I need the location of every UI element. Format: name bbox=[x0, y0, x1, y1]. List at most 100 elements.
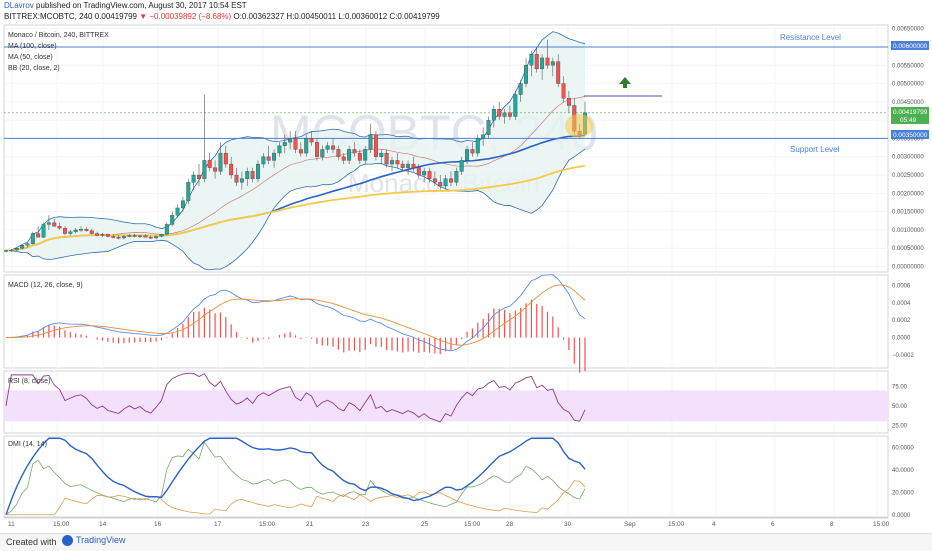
rsi-line bbox=[5, 372, 586, 423]
price-label-last: 0.00419799 05:49 bbox=[891, 107, 929, 124]
candle-body bbox=[30, 233, 35, 244]
candle-body bbox=[159, 234, 164, 237]
candle-body bbox=[84, 229, 89, 231]
y-tick-label: 0.00150000 bbox=[892, 210, 924, 216]
candle-body bbox=[4, 250, 8, 252]
macd-legend[interactable]: MACD (12, 26, close, 9) bbox=[8, 282, 83, 289]
x-tick-label: 15:00 bbox=[873, 521, 890, 528]
candle-body bbox=[406, 163, 411, 168]
candle-body bbox=[529, 54, 534, 66]
ma100-legend[interactable]: MA (100, close) bbox=[8, 43, 57, 50]
candle-body bbox=[390, 160, 394, 165]
y-tick-label: 0.00550000 bbox=[892, 63, 924, 69]
candle-body bbox=[143, 235, 148, 238]
candle-body bbox=[379, 152, 384, 157]
candle-body bbox=[491, 109, 496, 121]
y-tick-label: 0.00650000 bbox=[892, 27, 924, 33]
candle-body bbox=[127, 235, 132, 237]
dmi-legend[interactable]: DMI (14, 14) bbox=[8, 441, 47, 448]
candle-body bbox=[443, 178, 448, 187]
x-tick-label: 14 bbox=[99, 521, 107, 528]
candle-body bbox=[154, 236, 159, 239]
candle-body bbox=[202, 160, 207, 179]
price-pane[interactable] bbox=[4, 31, 888, 271]
chart-canvas[interactable]: MCOBTC, 240 Monaco / Bitcoin 1115:001416… bbox=[0, 0, 932, 533]
candle-body bbox=[502, 112, 507, 117]
tradingview-brand[interactable]: TradingView bbox=[62, 535, 126, 547]
candle-body bbox=[497, 109, 502, 117]
candle-body bbox=[100, 234, 105, 236]
candle-body bbox=[132, 235, 137, 237]
candle-body bbox=[368, 134, 373, 150]
change-text: −0.00039892 (−8.68%) bbox=[149, 12, 232, 21]
rsi-pane[interactable] bbox=[4, 372, 888, 423]
candle-body bbox=[384, 152, 389, 165]
candle-body bbox=[416, 167, 421, 176]
dmi-pane[interactable] bbox=[5, 437, 586, 516]
y-tick-label: 0.00050000 bbox=[892, 246, 924, 252]
symbol-text: BITTREX:MCOBTC, 240 bbox=[4, 12, 93, 21]
y-tick-label: 0.00250000 bbox=[892, 173, 924, 179]
candle-body bbox=[14, 248, 19, 251]
candle-body bbox=[475, 138, 480, 154]
candle-body bbox=[432, 178, 437, 183]
candle-body bbox=[459, 160, 464, 172]
price-label-support: 0.00350000 bbox=[891, 130, 929, 139]
candle-body bbox=[293, 138, 298, 150]
bb-lower-line bbox=[5, 148, 586, 271]
macd-pane[interactable] bbox=[5, 274, 586, 373]
candle-body bbox=[304, 138, 309, 154]
candle-body bbox=[454, 171, 459, 183]
candle-body bbox=[41, 224, 46, 238]
author-link[interactable]: DLavrov bbox=[4, 1, 34, 10]
candle-body bbox=[309, 138, 314, 143]
macd-tick-label: 0.0006 bbox=[892, 283, 911, 289]
candle-body bbox=[331, 145, 335, 150]
candle-body bbox=[266, 156, 271, 161]
candle-body bbox=[282, 141, 287, 146]
x-tick-label: 28 bbox=[506, 521, 514, 528]
candle-body bbox=[20, 245, 25, 249]
candle-body bbox=[52, 222, 57, 227]
candle-body bbox=[46, 222, 51, 225]
candle-body bbox=[111, 236, 116, 238]
candle-body bbox=[63, 227, 67, 234]
candle-body bbox=[148, 237, 153, 239]
bb-legend[interactable]: BB (20, close, 2) bbox=[8, 65, 60, 72]
x-tick-label: 17 bbox=[214, 521, 222, 528]
footer-bar: Created with TradingView bbox=[0, 533, 932, 551]
candle-body bbox=[36, 233, 41, 238]
candle-body bbox=[213, 167, 218, 172]
x-tick-label: 15:00 bbox=[53, 521, 70, 528]
dmi-tick-label: 40.0000 bbox=[892, 468, 914, 474]
resistance-annotation[interactable]: Resistance Level bbox=[780, 33, 841, 42]
candle-body bbox=[518, 83, 523, 95]
rsi-tick-label: 50.00 bbox=[892, 404, 908, 410]
pane-frame bbox=[3, 274, 889, 369]
candle-body bbox=[105, 234, 110, 237]
support-annotation[interactable]: Support Level bbox=[790, 145, 840, 154]
main-legend-title: Monaco / Bitcoin, 240, BITTREX bbox=[8, 32, 109, 39]
candle-body bbox=[357, 152, 362, 161]
candle-body bbox=[234, 174, 239, 183]
y-tick-label: 0.00350000 bbox=[892, 136, 924, 142]
candle-body bbox=[470, 149, 475, 154]
up-arrow-icon[interactable] bbox=[619, 77, 631, 88]
candle-body bbox=[272, 152, 277, 161]
x-tick-label: 21 bbox=[306, 521, 314, 528]
candle-body bbox=[95, 233, 100, 236]
rsi-legend[interactable]: RSI (8, close) bbox=[8, 378, 50, 385]
candle-body bbox=[341, 156, 346, 161]
x-tick-label: 4 bbox=[712, 521, 716, 528]
grid bbox=[3, 24, 889, 518]
candle-body bbox=[25, 243, 30, 246]
rsi-tick-label: 25.00 bbox=[892, 423, 908, 429]
candle-body bbox=[207, 160, 212, 168]
candle-body bbox=[561, 83, 566, 99]
ma50-legend[interactable]: MA (50, close) bbox=[8, 54, 53, 61]
candle-body bbox=[556, 61, 561, 84]
candle-body bbox=[218, 152, 223, 172]
candle-body bbox=[223, 152, 228, 165]
bar-countdown: 05:49 bbox=[900, 117, 917, 124]
candle-body bbox=[164, 224, 169, 235]
